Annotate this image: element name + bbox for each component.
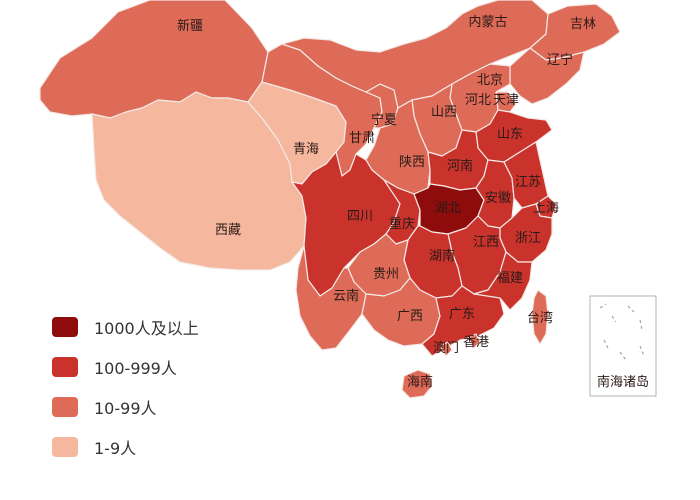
province-label: 辽宁 (547, 52, 573, 68)
province-region[interactable] (473, 251, 533, 311)
province-region[interactable] (531, 289, 549, 345)
province-label: 河南 (447, 158, 473, 174)
province-label: 河北 (465, 93, 491, 108)
province-region[interactable] (421, 285, 505, 357)
province-region[interactable] (439, 341, 453, 357)
inset-label: 南海诸岛 (597, 374, 649, 390)
province-label: 重庆 (389, 216, 415, 232)
province-label: 浙江 (515, 231, 541, 246)
legend-label: 10-99人 (94, 399, 157, 418)
legend-item-100-999[interactable]: 100-999人 (52, 354, 252, 380)
legend-swatch (52, 317, 78, 337)
province-label: 新疆 (177, 18, 203, 34)
province-label: 海南 (407, 374, 433, 390)
legend-swatch (52, 437, 78, 457)
province-label: 天津 (493, 93, 519, 108)
province-label: 山东 (497, 127, 523, 142)
province-label: 四川 (347, 209, 373, 224)
province-label: 江西 (473, 235, 499, 250)
province-region[interactable] (475, 159, 515, 229)
legend-swatch (52, 397, 78, 417)
province-label: 广东 (449, 307, 475, 322)
provinces-layer (39, 0, 621, 399)
province-label: 湖北 (435, 201, 461, 216)
province-label: 甘肃 (349, 131, 375, 146)
south-china-sea-inset: 南海诸岛 (589, 295, 657, 397)
province-label: 安徽 (485, 191, 511, 206)
legend: 1000人及以上 100-999人 10-99人 1-9人 (52, 314, 252, 474)
legend-item-1-9[interactable]: 1-9人 (52, 434, 252, 460)
province-label: 青海 (293, 142, 319, 157)
province-label: 吉林 (570, 17, 596, 32)
legend-label: 1-9人 (94, 439, 137, 458)
province-label: 澳门 (433, 340, 459, 356)
legend-label: 1000人及以上 (94, 319, 199, 338)
inset-frame (589, 295, 657, 397)
province-label: 西藏 (215, 223, 241, 238)
province-label: 香港 (463, 335, 489, 350)
province-label: 山西 (431, 105, 457, 120)
legend-label: 100-999人 (94, 359, 177, 378)
province-region[interactable] (401, 369, 433, 399)
province-region[interactable] (467, 333, 481, 349)
province-label: 广西 (397, 309, 423, 324)
legend-item-1000-plus[interactable]: 1000人及以上 (52, 314, 252, 340)
province-label: 云南 (333, 288, 359, 304)
province-label: 内蒙古 (468, 14, 507, 30)
province-label: 湖南 (429, 248, 455, 264)
province-region[interactable] (281, 0, 549, 109)
province-label: 北京 (477, 73, 503, 88)
province-label: 江苏 (515, 174, 541, 190)
province-label: 陕西 (399, 155, 425, 170)
province-label: 台湾 (527, 310, 553, 326)
province-label: 福建 (497, 271, 523, 286)
province-label: 宁夏 (371, 112, 397, 128)
province-label: 贵州 (373, 267, 399, 282)
legend-swatch (52, 357, 78, 377)
legend-item-10-99[interactable]: 10-99人 (52, 394, 252, 420)
province-region[interactable] (529, 3, 621, 61)
province-label: 上海 (533, 201, 559, 216)
